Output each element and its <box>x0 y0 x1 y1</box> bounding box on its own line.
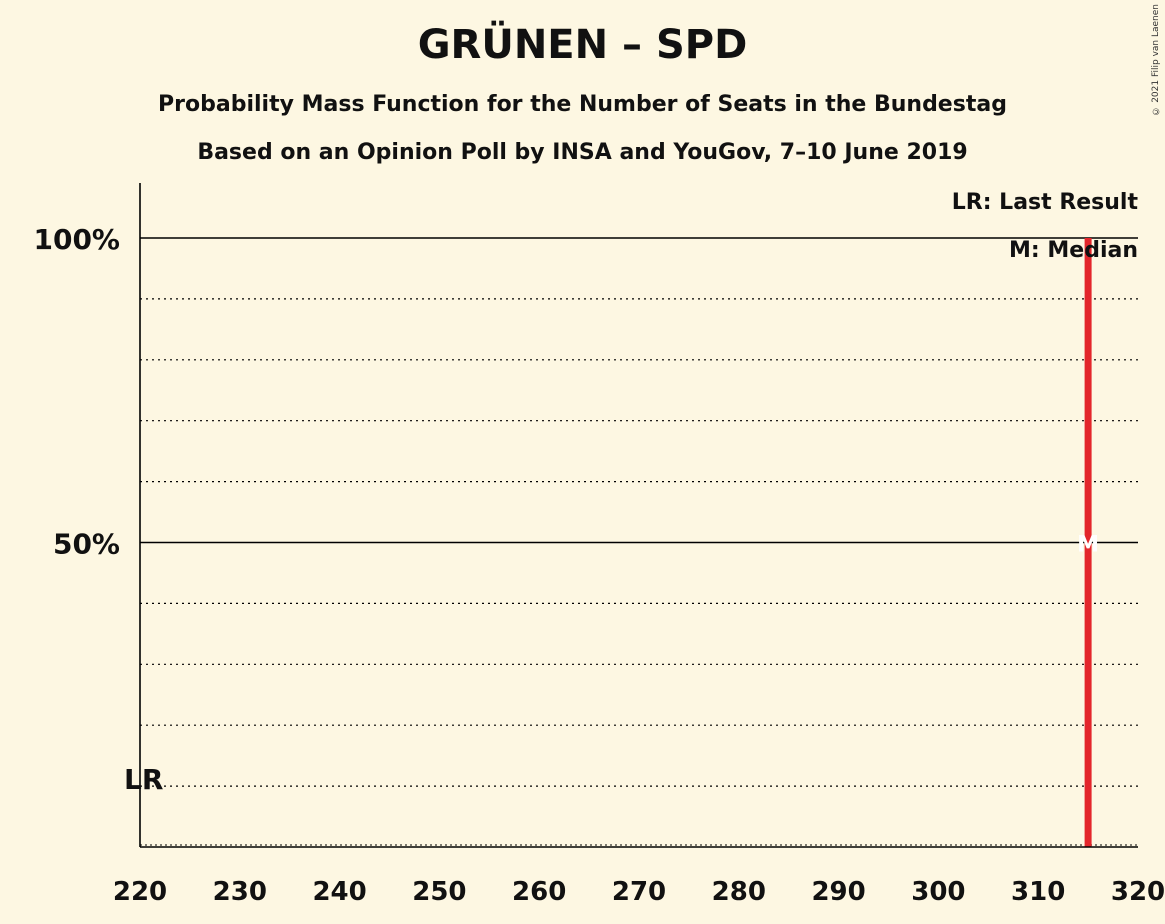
x-tick-label: 290 <box>811 877 865 907</box>
axes <box>139 183 1138 848</box>
x-tick-label: 310 <box>1011 877 1065 907</box>
x-tick-label: 320 <box>1111 877 1165 907</box>
chart-subtitle-2: Based on an Opinion Poll by INSA and You… <box>197 140 968 165</box>
bars <box>1084 238 1092 847</box>
x-tick-label: 230 <box>213 877 267 907</box>
chart-subtitle-1: Probability Mass Function for the Number… <box>158 92 1007 117</box>
bar <box>1084 238 1092 847</box>
x-tick-label: 270 <box>612 877 666 907</box>
legend-median: M: Median <box>1009 238 1138 263</box>
legend-last-result: LR: Last Result <box>952 190 1139 215</box>
x-tick-label: 250 <box>412 877 466 907</box>
y-tick-label: 50% <box>53 528 120 561</box>
gridlines <box>140 237 1138 846</box>
chart-title: GRÜNEN – SPD <box>417 22 748 68</box>
y-tick-label: 100% <box>33 223 120 256</box>
tick-labels: 220 230 240 250 260 270 280 290 300 310 320 50% 100% <box>33 223 1165 907</box>
median-marker: M <box>1077 533 1099 558</box>
x-tick-label: 240 <box>312 877 366 907</box>
x-tick-label: 220 <box>113 877 167 907</box>
x-tick-label: 260 <box>512 877 566 907</box>
x-tick-label: 280 <box>712 877 766 907</box>
last-result-marker: LR <box>124 763 163 796</box>
x-tick-label: 300 <box>911 877 965 907</box>
